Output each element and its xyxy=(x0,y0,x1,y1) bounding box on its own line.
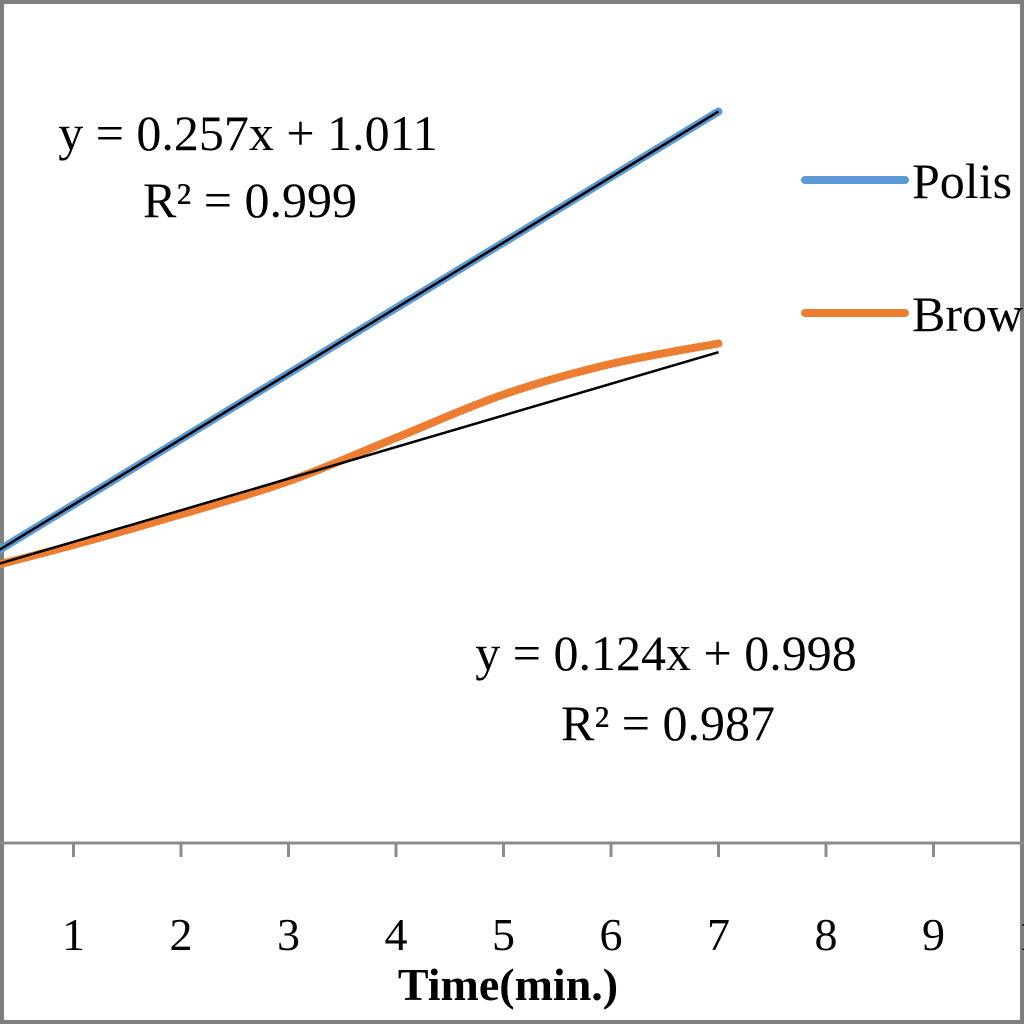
x-tick-label: 8 xyxy=(815,909,838,960)
x-tick-label: 4 xyxy=(385,909,408,960)
series-line-brow xyxy=(0,339,723,569)
trendline-r2-1: R² = 0.999 xyxy=(143,172,357,228)
trendline-polis xyxy=(0,110,720,551)
x-tick-label: 5 xyxy=(492,909,515,960)
x-axis-title: Time(min.) xyxy=(398,959,618,1010)
legend-label-polis: Polis xyxy=(912,153,1012,209)
x-tick-label: 3 xyxy=(277,909,300,960)
trendline-brow xyxy=(0,350,719,565)
x-tick-label: 7 xyxy=(707,909,730,960)
x-tick-label: 9 xyxy=(922,909,945,960)
x-tick-label: 1 xyxy=(62,909,85,960)
trendline-equation-2: y = 0.124x + 0.998 xyxy=(475,625,856,681)
x-tick-label: 6 xyxy=(600,909,623,960)
trendline-r2-2: R² = 0.987 xyxy=(561,695,775,751)
trendline-equation-1: y = 0.257x + 1.011 xyxy=(58,105,438,161)
legend: Polis Brow xyxy=(801,153,1023,342)
x-axis: 012345678910 xyxy=(0,841,1024,960)
legend-label-brow: Brow xyxy=(912,286,1023,342)
plot-area xyxy=(0,107,723,569)
x-tick-label: 10 xyxy=(1018,909,1024,960)
x-tick-label: 2 xyxy=(170,909,193,960)
